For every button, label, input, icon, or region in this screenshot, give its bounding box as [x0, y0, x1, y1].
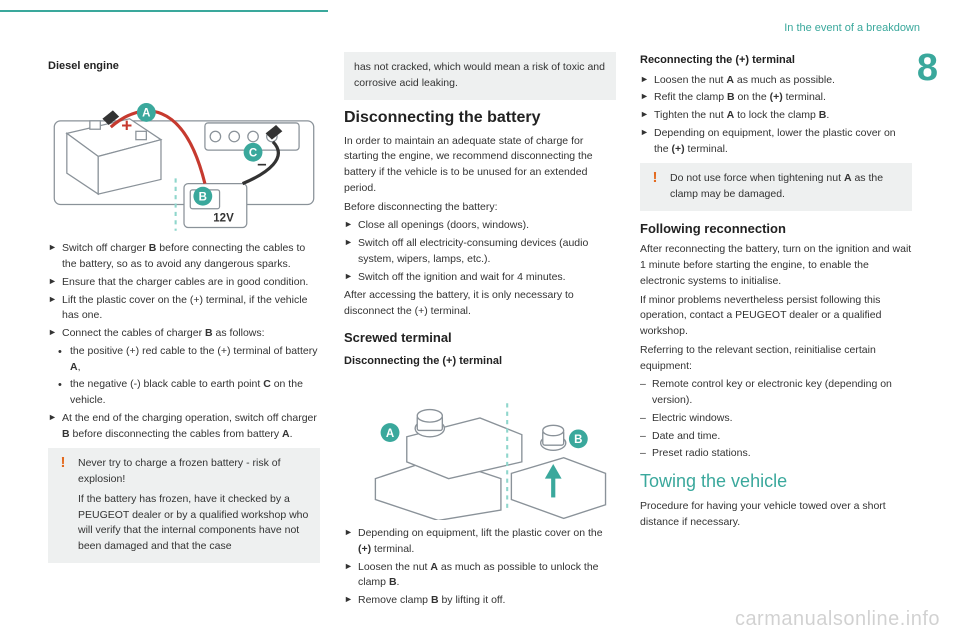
- callout-frozen-battery: Never try to charge a frozen battery - r…: [48, 448, 320, 563]
- label-b: B: [199, 191, 207, 203]
- callout-frozen-continued: has not cracked, which would mean a risk…: [344, 52, 616, 100]
- para-disconnect-reason: In order to maintain an adequate state o…: [344, 134, 616, 197]
- diagram-charger: + – 12V A B C: [48, 79, 320, 236]
- watermark: carmanualsonline.info: [735, 604, 940, 634]
- step-check-cables: Ensure that the charger cables are in go…: [48, 275, 320, 291]
- step-close-openings: Close all openings (doors, windows).: [344, 218, 616, 234]
- heading-reconnecting-plus: Reconnecting the (+) terminal: [640, 52, 912, 69]
- top-rule: [0, 10, 328, 12]
- step-lift-cover: Lift the plastic cover on the (+) termin…: [48, 293, 320, 325]
- step-refit-clamp: Refit the clamp B on the (+) terminal.: [640, 90, 912, 106]
- label-a: A: [386, 428, 394, 440]
- step-loosen-nut-reconnect: Loosen the nut A as much as possible.: [640, 73, 912, 89]
- substep-positive-cable: the positive (+) red cable to the (+) te…: [58, 344, 320, 376]
- item-electric-windows: Electric windows.: [640, 411, 912, 427]
- page-columns: Diesel engine + –: [48, 52, 912, 612]
- heading-following-reconnection: Following reconnection: [640, 219, 912, 239]
- para-minor-problems: If minor problems nevertheless persist f…: [640, 293, 912, 340]
- para-before-disconnect: Before disconnecting the battery:: [344, 200, 616, 216]
- section-title: In the event of a breakdown: [784, 20, 920, 37]
- step-tighten-nut: Tighten the nut A to lock the clamp B.: [640, 108, 912, 124]
- para-towing: Procedure for having your vehicle towed …: [640, 499, 912, 531]
- chapter-number: 8: [917, 40, 938, 97]
- label-b: B: [574, 434, 582, 446]
- step-switch-off-ignition: Switch off the ignition and wait for 4 m…: [344, 270, 616, 286]
- step-remove-clamp: Remove clamp B by lifting it off.: [344, 593, 616, 609]
- substep-negative-cable: the negative (-) black cable to earth po…: [58, 377, 320, 409]
- heading-diesel-engine: Diesel engine: [48, 58, 320, 75]
- step-loosen-nut: Loosen the nut A as much as possible to …: [344, 560, 616, 592]
- para-reinitialise: Referring to the relevant section, reini…: [640, 343, 912, 375]
- para-after-reconnect: After reconnecting the battery, turn on …: [640, 242, 912, 289]
- label-a: A: [142, 107, 150, 119]
- callout-line2: If the battery has frozen, have it check…: [78, 492, 312, 555]
- heading-disconnecting-battery: Disconnecting the battery: [344, 106, 616, 130]
- heading-disconnecting-plus: Disconnecting the (+) terminal: [344, 353, 616, 370]
- step-lift-plastic-cover: Depending on equipment, lift the plastic…: [344, 526, 616, 558]
- heading-towing: Towing the vehicle: [640, 468, 912, 495]
- item-remote-key: Remote control key or electronic key (de…: [640, 377, 912, 409]
- charger-voltage: 12V: [213, 212, 234, 224]
- item-date-time: Date and time.: [640, 429, 912, 445]
- step-switch-off-devices: Switch off all electricity-consuming dev…: [344, 236, 616, 268]
- step-end-charging: At the end of the charging operation, sw…: [48, 411, 320, 443]
- label-c: C: [249, 147, 257, 159]
- step-lower-cover: Depending on equipment, lower the plasti…: [640, 126, 912, 158]
- para-after-accessing: After accessing the battery, it is only …: [344, 288, 616, 320]
- diagram-terminal: A B: [344, 374, 616, 520]
- callout-line1: Never try to charge a frozen battery - r…: [78, 456, 312, 488]
- step-switch-off-charger: Switch off charger B before connecting t…: [48, 241, 320, 273]
- heading-screwed-terminal: Screwed terminal: [344, 328, 616, 348]
- item-radio-stations: Preset radio stations.: [640, 446, 912, 462]
- step-connect-cables: Connect the cables of charger B as follo…: [48, 326, 320, 342]
- callout-no-force: Do not use force when tightening nut A a…: [640, 163, 912, 211]
